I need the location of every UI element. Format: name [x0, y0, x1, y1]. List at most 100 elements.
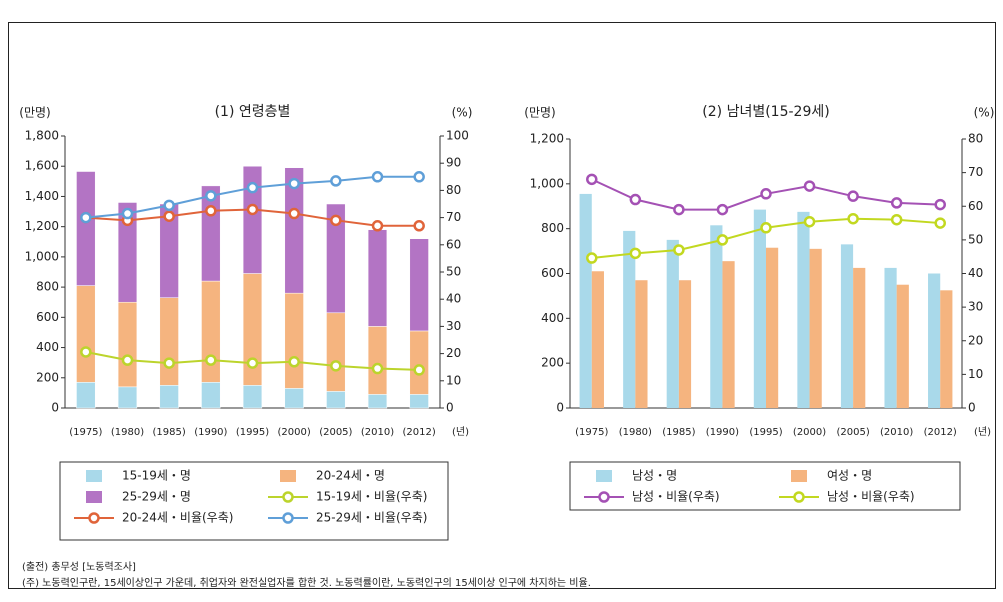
y2-tick-label: 10 [968, 367, 983, 381]
rate-point [80, 346, 92, 358]
y-axis-unit: (만명) [19, 106, 50, 120]
legend-swatch [598, 491, 610, 503]
y-tick-label: 1,600 [25, 159, 59, 173]
bar [809, 248, 822, 408]
bar [853, 267, 866, 408]
bar-segment [367, 229, 388, 327]
bar-segment [367, 326, 388, 395]
x-tick-label: (2000) [278, 427, 311, 438]
y2-tick-label: 20 [968, 333, 983, 347]
bar-segment [76, 285, 96, 383]
legend-swatch [791, 470, 807, 482]
bar [896, 284, 909, 408]
bar-segment [242, 385, 263, 409]
legend-label: 여성・명 [827, 469, 872, 483]
y-tick-label: 0 [556, 401, 564, 415]
y-tick-label: 600 [541, 266, 564, 280]
chart-title: (2) 남녀별(15-29세) [702, 104, 829, 120]
rate-point [288, 207, 300, 220]
legend-swatch [86, 470, 102, 482]
legend-swatch [282, 491, 294, 503]
y-tick-label: 600 [36, 310, 59, 324]
legend-label: 15-19세・명 [122, 469, 191, 483]
legend-swatch [86, 491, 102, 503]
legend-swatch [596, 470, 612, 482]
rate-point [760, 222, 772, 234]
x-tick-label: (1985) [662, 427, 695, 438]
chart-title: (1) 연령층별 [215, 104, 291, 120]
y-tick-label: 400 [541, 311, 564, 325]
rate-point [847, 212, 859, 225]
bar [710, 225, 723, 408]
rate-point [246, 203, 259, 216]
rate-point [890, 213, 903, 226]
bar-segment [326, 312, 346, 392]
bar-segment [117, 386, 138, 409]
rate-point [629, 193, 642, 206]
rate-point [934, 198, 946, 211]
note: (주) 노동력인구란, 15세이상인구 가운데, 취업자와 완전실업자를 합한 … [22, 578, 591, 589]
legend-swatch [793, 491, 805, 503]
rate-point [288, 177, 300, 190]
legend-label: 25-29세・비율(우축) [316, 511, 427, 525]
bar-segment [117, 202, 138, 303]
bar [766, 247, 779, 408]
bar-segment [409, 330, 429, 395]
legend-label: 남성・명 [632, 469, 677, 483]
rate-point [934, 217, 946, 229]
bar [928, 273, 941, 408]
rate-point [847, 190, 859, 202]
rate-point [371, 362, 384, 375]
bar-segment [409, 238, 429, 332]
x-tick-label: (2012) [924, 427, 957, 438]
y2-axis-unit: (%) [452, 106, 473, 120]
bar-segment [284, 167, 304, 294]
legend-label: 15-19세・비율(우축) [316, 490, 427, 504]
legend-swatch [88, 512, 100, 524]
rate-point [413, 364, 425, 376]
y-tick-label: 200 [541, 356, 564, 370]
rate-point [80, 211, 92, 224]
bar [579, 193, 592, 408]
rate-point [716, 234, 729, 246]
rate-point [371, 171, 384, 183]
rate-point [673, 244, 685, 256]
y2-tick-label: 90 [446, 156, 461, 170]
rate-point [163, 199, 175, 212]
x-tick-label: (1980) [111, 427, 144, 438]
rate-point [803, 180, 816, 192]
bar-segment [242, 165, 263, 274]
bar [623, 230, 636, 408]
rate-point [121, 207, 134, 220]
bar [940, 290, 953, 408]
rate-point [371, 220, 384, 232]
rate-point [716, 203, 729, 216]
y-tick-label: 1,000 [25, 249, 59, 263]
rate-point [163, 210, 175, 222]
bar-segment [76, 171, 96, 286]
legend-label: 남성・비율(우축) [632, 490, 720, 504]
rate-point [586, 252, 598, 264]
y-tick-label: 400 [36, 340, 59, 354]
bar-segment [284, 388, 304, 409]
y-tick-label: 1,800 [25, 129, 59, 143]
x-tick-label: (2012) [403, 427, 436, 438]
rate-point [413, 220, 425, 232]
frame [8, 22, 996, 589]
x-tick-label: (2000) [793, 427, 826, 438]
y2-tick-label: 80 [446, 183, 461, 197]
y2-tick-label: 80 [968, 132, 983, 146]
rate-point [330, 214, 342, 227]
bar [722, 261, 735, 408]
y2-axis-unit: (%) [974, 106, 995, 120]
bar [840, 244, 854, 408]
y2-tick-label: 0 [968, 401, 976, 415]
rate-point [163, 357, 175, 369]
y2-tick-label: 50 [446, 265, 461, 279]
legend-swatch [282, 512, 294, 524]
y2-tick-label: 70 [968, 165, 983, 179]
y2-tick-label: 30 [446, 319, 461, 333]
x-tick-label: (2010) [880, 427, 913, 438]
rate-point [205, 190, 217, 202]
y-tick-label: 200 [36, 370, 59, 384]
